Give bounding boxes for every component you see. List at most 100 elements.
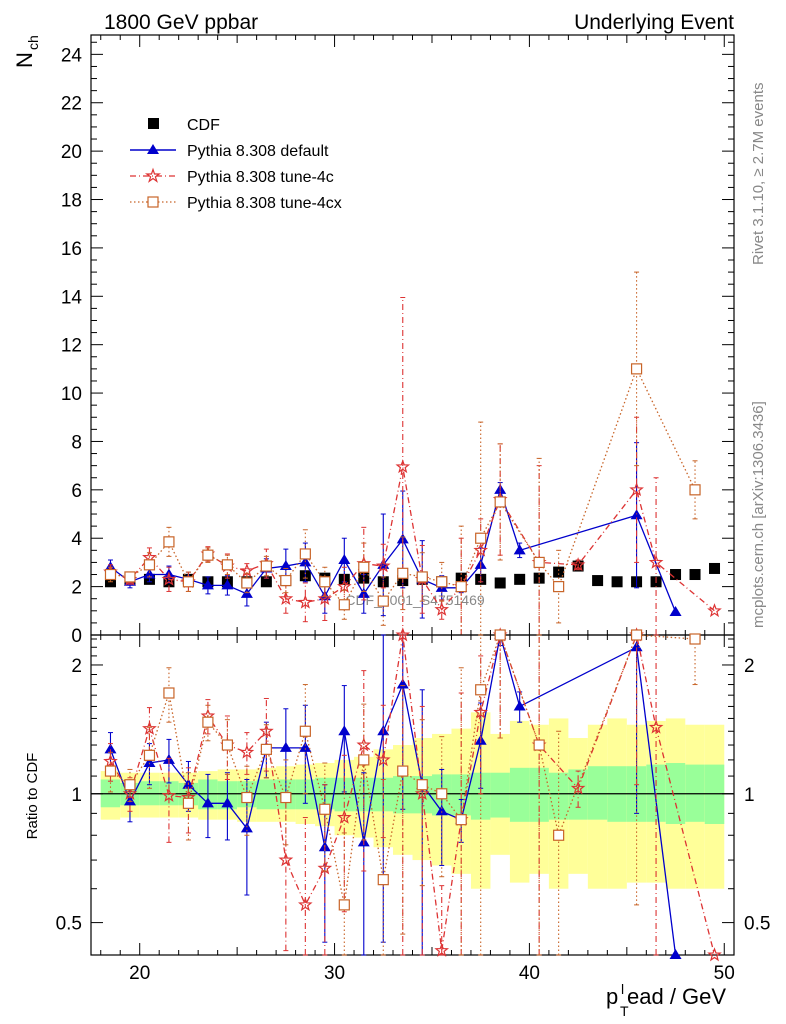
point-ratio-default bbox=[221, 797, 234, 808]
point-ratio-default bbox=[299, 741, 312, 752]
y-tick-label: 8 bbox=[71, 432, 82, 453]
point-tune4cx bbox=[553, 581, 565, 593]
point-ratio-tune4cx bbox=[124, 779, 136, 791]
x-axis-label: p T l ead / GeV bbox=[606, 981, 726, 1019]
point-tune4cx bbox=[338, 599, 350, 611]
point-tune4cx bbox=[358, 561, 370, 573]
y-tick-label: 24 bbox=[61, 45, 83, 66]
point-tune4cx bbox=[202, 549, 214, 561]
point-default bbox=[201, 579, 214, 590]
point-tune4cx bbox=[689, 484, 701, 496]
point-tune4c bbox=[375, 558, 391, 573]
point-ratio-tune4cx bbox=[358, 754, 370, 766]
point-tune4cx bbox=[221, 559, 233, 571]
ratio-ylabel: Ratio to CDF bbox=[24, 753, 41, 840]
point-default bbox=[338, 554, 351, 564]
ratio-panel: 0.5 0.5 1 1 2 2 20 30 40 50 bbox=[56, 627, 770, 984]
point-tune4c bbox=[336, 578, 352, 593]
point-ratio-default bbox=[630, 641, 643, 652]
point-ratio-tune4c bbox=[395, 627, 411, 642]
point-tune4cx bbox=[163, 536, 175, 548]
ratio-y-tick-label: 0.5 bbox=[56, 914, 82, 935]
y-tick-label: 18 bbox=[61, 191, 82, 212]
point-ratio-tune4cx bbox=[182, 797, 195, 809]
mcplots-label: mcplots.cern.ch [arXiv:1306.3436] bbox=[750, 401, 767, 628]
point-ratio-tune4cx bbox=[630, 629, 643, 641]
point-ratio-tune4cx bbox=[280, 791, 292, 804]
point-tune4cx bbox=[475, 532, 487, 544]
point-default bbox=[221, 579, 234, 590]
point-ratio-tune4cx bbox=[338, 899, 350, 911]
point-ratio-tune4c bbox=[570, 780, 586, 795]
uncertainty-band-inner bbox=[548, 772, 569, 820]
y-tick-label: 20 bbox=[61, 142, 82, 163]
point-ratio-tune4cx bbox=[221, 739, 233, 751]
point-cdf bbox=[592, 575, 604, 587]
point-tune4cx bbox=[494, 496, 506, 508]
point-ratio-tune4cx bbox=[553, 829, 565, 841]
point-tune4cx bbox=[124, 571, 136, 583]
point-ratio-tune4c bbox=[161, 787, 177, 802]
point-ratio-default bbox=[669, 949, 682, 959]
point-tune4cx bbox=[182, 576, 195, 588]
point-tune4cx bbox=[104, 568, 117, 581]
uncertainty-band-inner bbox=[490, 772, 510, 818]
point-ratio-tune4cx bbox=[241, 791, 253, 804]
point-tune4c bbox=[317, 590, 333, 606]
uncertainty-band-inner bbox=[509, 767, 530, 822]
uncertainty-band-inner bbox=[587, 766, 608, 820]
rivet-label: Rivet 3.1.10, ≥ 2.7M events bbox=[750, 83, 767, 266]
point-ratio-default bbox=[201, 797, 214, 808]
ratio-y-tick-label-right: 0.5 bbox=[744, 914, 770, 935]
point-tune4cx bbox=[143, 559, 156, 571]
point-ratio-default bbox=[396, 678, 409, 689]
point-ratio-tune4cx bbox=[416, 779, 428, 791]
point-tune4cx bbox=[630, 363, 643, 375]
point-tune4c bbox=[707, 603, 722, 618]
point-ratio-default bbox=[513, 700, 526, 711]
point-ratio-tune4c bbox=[103, 753, 118, 768]
point-cdf bbox=[260, 576, 272, 588]
y-tick-label: 2 bbox=[71, 578, 82, 599]
point-ratio-tune4c bbox=[336, 809, 352, 824]
left-title: 1800 GeV ppbar bbox=[104, 11, 258, 34]
point-tune4cx bbox=[397, 567, 409, 579]
point-ratio-tune4cx bbox=[397, 765, 409, 777]
point-tune4c bbox=[239, 563, 255, 578]
point-ratio-tune4c bbox=[298, 897, 313, 912]
point-tune4c bbox=[473, 542, 489, 557]
point-cdf bbox=[514, 573, 526, 585]
uncertainty-band-inner bbox=[470, 772, 491, 820]
series-cdf bbox=[104, 560, 721, 589]
y-tick-label: 14 bbox=[61, 287, 83, 308]
point-ratio-tune4cx bbox=[104, 765, 117, 777]
xlabel-suffix: ead / GeV bbox=[627, 984, 726, 1009]
point-tune4c bbox=[629, 482, 644, 497]
point-tune4cx bbox=[416, 571, 428, 583]
point-default bbox=[513, 544, 526, 555]
point-tune4c bbox=[297, 594, 313, 609]
point-tune4cx bbox=[377, 595, 389, 607]
legend-label-cdf: CDF bbox=[187, 117, 220, 134]
point-tune4cx bbox=[436, 576, 448, 588]
point-tune4cx bbox=[319, 576, 331, 588]
main-ylabel-sub: ch bbox=[25, 35, 41, 50]
point-tune4c bbox=[648, 554, 664, 569]
point-ratio-tune4cx bbox=[299, 725, 311, 737]
point-tune4c bbox=[434, 601, 450, 616]
point-tune4c bbox=[570, 557, 586, 572]
y-tick-label: 4 bbox=[71, 529, 82, 550]
point-ratio-tune4c bbox=[434, 942, 450, 957]
xlabel-sub: T bbox=[620, 1003, 629, 1019]
point-ratio-default bbox=[240, 822, 253, 833]
point-tune4cx bbox=[241, 577, 253, 589]
series-ratio-tune4cx bbox=[104, 629, 701, 956]
y-tick-label: 6 bbox=[71, 481, 82, 502]
point-ratio-tune4c bbox=[239, 744, 255, 759]
point-tune4cx bbox=[280, 574, 292, 587]
y-tick-label: 0 bbox=[71, 626, 82, 647]
point-cdf bbox=[689, 569, 701, 581]
y-tick-label: 12 bbox=[61, 336, 82, 357]
point-cdf bbox=[611, 576, 623, 588]
